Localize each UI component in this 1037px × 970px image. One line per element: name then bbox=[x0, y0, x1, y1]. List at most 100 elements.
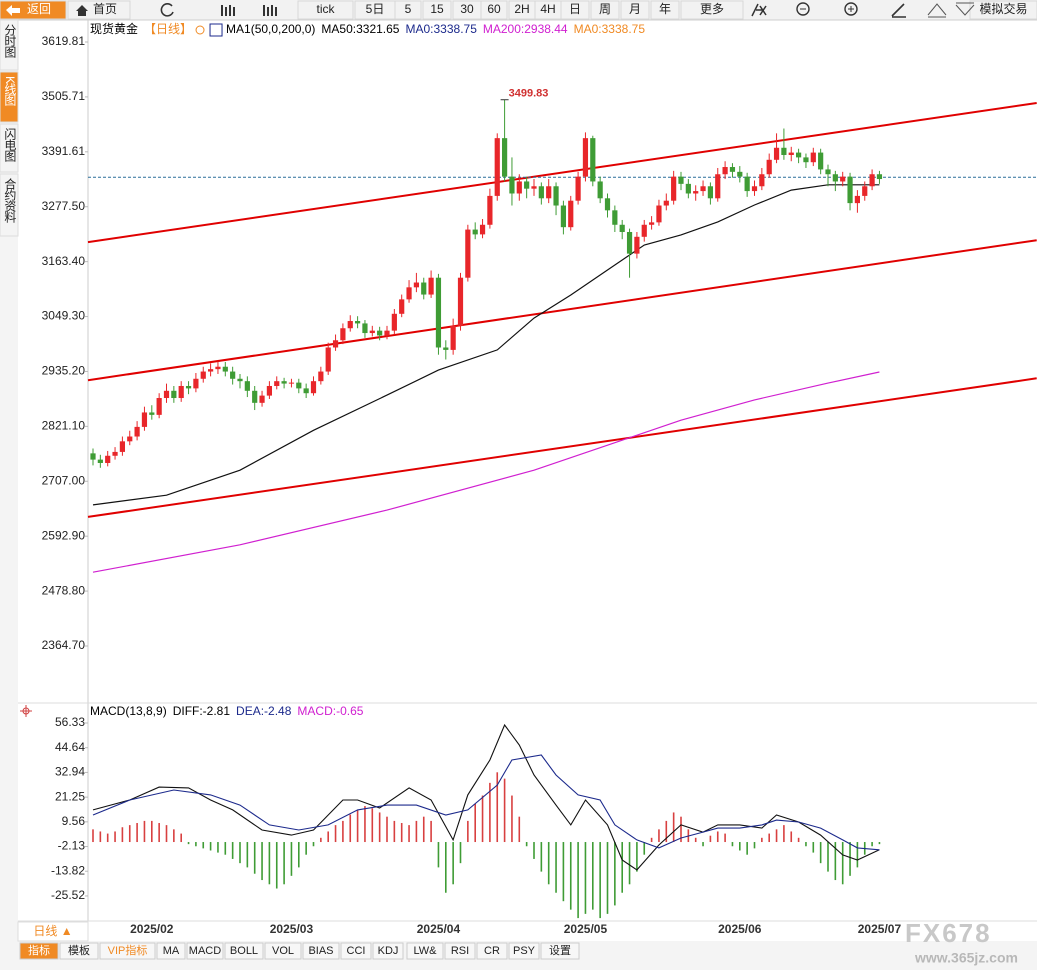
indicator-tab[interactable] bbox=[372, 942, 404, 960]
side-bar bbox=[0, 20, 18, 970]
indicator-tab[interactable] bbox=[99, 942, 156, 960]
indicator-tab[interactable] bbox=[444, 942, 476, 960]
toolbar-button[interactable] bbox=[0, 0, 67, 20]
indicator-tab[interactable] bbox=[156, 942, 186, 960]
y-tick-label: 2592.90 bbox=[42, 528, 86, 542]
toolbar-label[interactable]: 年 bbox=[659, 2, 671, 16]
watermark: www.365jz.com bbox=[914, 950, 1018, 966]
toolbar-button[interactable] bbox=[650, 0, 680, 20]
candle-body bbox=[362, 323, 368, 334]
indicator-tab[interactable] bbox=[224, 942, 264, 960]
macd-bar bbox=[849, 842, 851, 876]
home-icon[interactable] bbox=[76, 5, 88, 16]
indicator-tab-label[interactable]: 设置 bbox=[549, 944, 571, 957]
toolbar-button[interactable] bbox=[394, 0, 422, 20]
toolbar-button[interactable] bbox=[620, 0, 650, 20]
indicator-tab[interactable] bbox=[406, 942, 444, 960]
indicator-tab-label[interactable]: BOLL bbox=[230, 945, 258, 957]
toolbar-label[interactable]: 日 bbox=[569, 2, 581, 16]
toolbar-label[interactable]: 4H bbox=[540, 2, 555, 16]
indicator-tab-label[interactable]: BIAS bbox=[308, 945, 333, 957]
toolbar-label[interactable]: 60 bbox=[487, 2, 501, 16]
side-tab[interactable] bbox=[0, 19, 19, 71]
candle-body bbox=[377, 330, 383, 336]
toolbar-button[interactable] bbox=[422, 0, 452, 20]
toolbar-button[interactable] bbox=[680, 0, 744, 20]
toolbar-icon[interactable] bbox=[891, 3, 906, 18]
side-tab[interactable] bbox=[0, 71, 19, 123]
toolbar-button[interactable] bbox=[590, 0, 620, 20]
macd-bar bbox=[467, 820, 469, 843]
indicator-tab-label[interactable]: PSY bbox=[513, 945, 536, 957]
indicator-tab-label[interactable]: 指标 bbox=[28, 943, 50, 957]
toolbar-button[interactable] bbox=[297, 0, 354, 20]
toolbar-icon[interactable] bbox=[796, 2, 810, 16]
candle-body bbox=[531, 186, 537, 189]
period-button[interactable] bbox=[17, 921, 89, 942]
indicator-tab-label[interactable]: MA bbox=[163, 945, 180, 957]
macd-bar bbox=[400, 823, 403, 843]
toolbar-icon[interactable] bbox=[927, 3, 947, 18]
toolbar-button[interactable] bbox=[480, 0, 508, 20]
indicator-tab[interactable] bbox=[19, 942, 59, 960]
back-icon[interactable] bbox=[6, 5, 20, 16]
side-tab-label[interactable]: K线图 bbox=[3, 76, 17, 106]
toolbar-icon[interactable] bbox=[751, 3, 767, 17]
indicator-tab-label[interactable]: VIP指标 bbox=[108, 943, 148, 957]
toolbar-label[interactable]: 更多 bbox=[700, 2, 724, 16]
toolbar-label[interactable]: 返回 bbox=[27, 2, 51, 16]
side-tab-label[interactable]: 分时图 bbox=[3, 24, 17, 58]
indicator-tab[interactable] bbox=[302, 942, 340, 960]
indicator-tab-label[interactable]: CCI bbox=[347, 945, 366, 957]
side-tab[interactable] bbox=[0, 123, 19, 173]
toolbar-label[interactable]: 30 bbox=[460, 2, 474, 16]
toolbar-icon[interactable] bbox=[844, 2, 858, 16]
indicator-tab[interactable] bbox=[508, 942, 540, 960]
toolbar-label[interactable]: 2H bbox=[514, 2, 529, 16]
side-tab-label[interactable]: 合约资料 bbox=[3, 177, 17, 223]
toolbar-label[interactable]: 15 bbox=[430, 2, 444, 16]
toolbar-button[interactable] bbox=[560, 0, 590, 20]
macd-bar bbox=[724, 833, 726, 843]
indicator-tab[interactable] bbox=[59, 942, 99, 960]
macd-bar bbox=[246, 842, 249, 868]
macd-bar bbox=[680, 816, 682, 843]
toolbar-label[interactable]: tick bbox=[317, 2, 336, 16]
indicator-tab[interactable] bbox=[540, 942, 580, 960]
candle-body bbox=[105, 455, 111, 463]
candle-body bbox=[399, 299, 405, 314]
indicator-tab-label[interactable]: VOL bbox=[272, 945, 294, 957]
toolbar-label[interactable]: 月 bbox=[629, 2, 641, 16]
candle-body bbox=[715, 174, 721, 199]
toolbar-label[interactable]: 模拟交易 bbox=[979, 1, 1027, 16]
candle-body bbox=[810, 152, 816, 163]
indicator-tab[interactable] bbox=[186, 942, 224, 960]
indicator-tab-label[interactable]: CR bbox=[484, 945, 500, 957]
period-label[interactable]: 日线 ▲ bbox=[33, 924, 72, 938]
toolbar-icon[interactable] bbox=[160, 3, 174, 17]
macd-bar bbox=[320, 837, 322, 843]
macd-bar bbox=[636, 842, 638, 872]
candle-body bbox=[384, 330, 390, 336]
x-tick-label: 2025/05 bbox=[564, 922, 608, 936]
icon-shape bbox=[796, 2, 810, 16]
indicator-tab-label[interactable]: LW& bbox=[413, 945, 437, 957]
indicator-tab[interactable] bbox=[476, 942, 508, 960]
toolbar-label[interactable]: 周 bbox=[599, 2, 611, 16]
toolbar-icon[interactable] bbox=[263, 5, 277, 16]
toolbar-label[interactable]: 5日 bbox=[366, 2, 385, 16]
macd-bar bbox=[614, 842, 616, 906]
y-tick-label: -25.52 bbox=[51, 888, 85, 902]
indicator-tab-label[interactable]: RSI bbox=[451, 945, 469, 957]
indicator-tab-label[interactable]: MACD bbox=[189, 945, 221, 957]
indicator-tab-label[interactable]: KDJ bbox=[378, 945, 399, 957]
toolbar-label[interactable]: 首页 bbox=[93, 2, 117, 16]
indicator-tab-label[interactable]: 模板 bbox=[68, 943, 90, 957]
side-tab[interactable] bbox=[0, 173, 19, 237]
side-tab-label[interactable]: 闪电图 bbox=[3, 128, 17, 162]
toolbar-icon[interactable] bbox=[221, 5, 235, 16]
toolbar-icon[interactable] bbox=[955, 2, 975, 16]
indicator-tab[interactable] bbox=[264, 942, 302, 960]
indicator-tab[interactable] bbox=[340, 942, 372, 960]
toolbar-label[interactable]: 5 bbox=[405, 2, 412, 16]
